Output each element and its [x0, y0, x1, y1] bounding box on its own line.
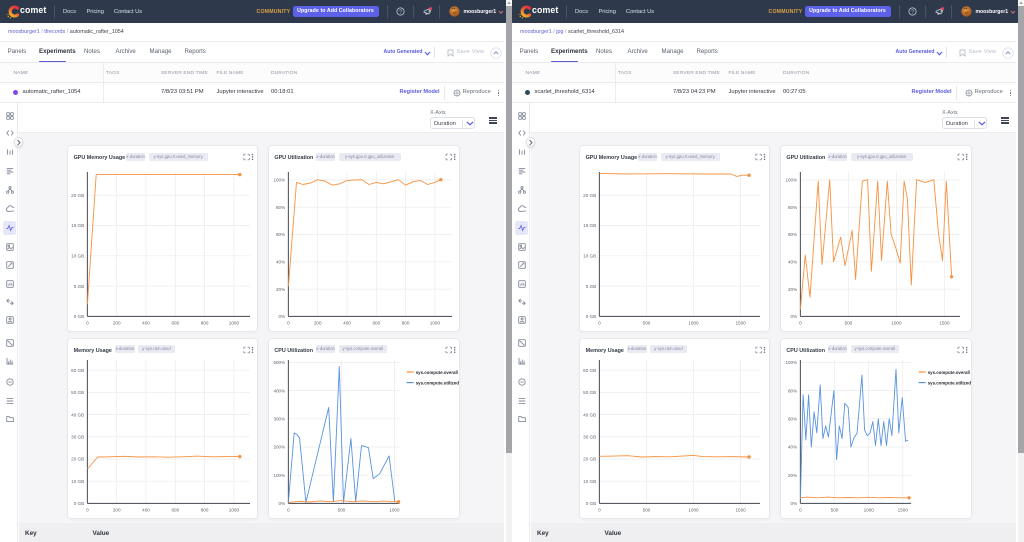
svg-text:20 GB: 20 GB	[583, 457, 596, 462]
svg-text:20 GB: 20 GB	[71, 457, 84, 462]
svg-text:0: 0	[287, 508, 290, 513]
svg-text:0: 0	[287, 321, 290, 326]
svg-text:sys.compute.overall: sys.compute.overall	[928, 370, 970, 375]
svg-text:sys.compute.utilized: sys.compute.utilized	[416, 381, 460, 386]
svg-text:80%: 80%	[276, 205, 285, 210]
svg-text:400: 400	[142, 321, 150, 326]
svg-text:600: 600	[172, 508, 180, 513]
svg-text:0 GB: 0 GB	[74, 501, 84, 506]
svg-text:40%: 40%	[788, 260, 797, 265]
svg-text:20%: 20%	[788, 473, 797, 478]
svg-text:500: 500	[338, 508, 346, 513]
svg-text:0: 0	[799, 321, 802, 326]
svg-text:0: 0	[598, 508, 601, 513]
svg-text:600: 600	[372, 321, 380, 326]
svg-text:1500: 1500	[898, 508, 909, 513]
svg-text:1000: 1000	[229, 508, 240, 513]
svg-text:sys.compute.overall: sys.compute.overall	[416, 370, 458, 375]
svg-text:40%: 40%	[276, 260, 285, 265]
svg-text:100%: 100%	[785, 360, 797, 365]
svg-text:1000: 1000	[229, 321, 240, 326]
svg-text:0 GB: 0 GB	[586, 501, 596, 506]
svg-text:40 GB: 40 GB	[583, 412, 596, 417]
svg-text:400: 400	[343, 321, 351, 326]
svg-text:100%: 100%	[785, 178, 797, 183]
svg-text:1000: 1000	[864, 508, 875, 513]
svg-text:1000: 1000	[689, 508, 700, 513]
svg-text:80%: 80%	[788, 388, 797, 393]
svg-text:0%: 0%	[279, 314, 286, 319]
svg-text:500%: 500%	[273, 360, 285, 365]
svg-text:30 GB: 30 GB	[71, 435, 84, 440]
svg-text:400%: 400%	[273, 388, 285, 393]
svg-text:60 GB: 60 GB	[71, 368, 84, 373]
svg-text:800: 800	[201, 508, 209, 513]
svg-text:?: ?	[911, 9, 914, 15]
svg-text:500: 500	[845, 321, 853, 326]
svg-text:15 GB: 15 GB	[71, 224, 84, 229]
svg-text:800: 800	[201, 321, 209, 326]
svg-text:1500: 1500	[736, 508, 747, 513]
svg-text:0: 0	[86, 321, 89, 326]
svg-text:1000: 1000	[891, 321, 902, 326]
svg-text:20 GB: 20 GB	[71, 193, 84, 198]
svg-text:200: 200	[113, 321, 121, 326]
svg-text:0%: 0%	[791, 501, 798, 506]
svg-text:1000: 1000	[389, 508, 400, 513]
svg-text:10 GB: 10 GB	[583, 479, 596, 484]
svg-text:?: ?	[399, 9, 402, 15]
svg-text:1500: 1500	[736, 321, 747, 326]
svg-text:0: 0	[598, 321, 601, 326]
svg-text:800: 800	[402, 321, 410, 326]
svg-text:20%: 20%	[788, 287, 797, 292]
svg-text:20 GB: 20 GB	[583, 193, 596, 198]
svg-text:10 GB: 10 GB	[71, 254, 84, 259]
svg-text:80%: 80%	[788, 205, 797, 210]
svg-text:400: 400	[142, 508, 150, 513]
svg-text:60 GB: 60 GB	[583, 368, 596, 373]
svg-text:10 GB: 10 GB	[71, 479, 84, 484]
svg-text:1000: 1000	[430, 321, 441, 326]
svg-text:5 GB: 5 GB	[74, 284, 84, 289]
svg-text:sys.compute.utilized: sys.compute.utilized	[928, 381, 972, 386]
svg-text:0 GB: 0 GB	[586, 314, 596, 319]
svg-text:1500: 1500	[939, 321, 950, 326]
svg-text:50 GB: 50 GB	[583, 390, 596, 395]
svg-text:60%: 60%	[788, 417, 797, 422]
svg-text:200: 200	[314, 321, 322, 326]
svg-text:10 GB: 10 GB	[583, 254, 596, 259]
svg-text:50 GB: 50 GB	[71, 390, 84, 395]
svg-text:0%: 0%	[279, 501, 286, 506]
svg-text:200: 200	[113, 508, 121, 513]
svg-text:500: 500	[831, 508, 839, 513]
svg-text:0: 0	[86, 508, 89, 513]
svg-text:1000: 1000	[689, 321, 700, 326]
svg-text:500: 500	[643, 508, 651, 513]
svg-text:60%: 60%	[276, 233, 285, 238]
svg-text:100%: 100%	[273, 178, 285, 183]
svg-text:15 GB: 15 GB	[583, 224, 596, 229]
svg-text:5 GB: 5 GB	[586, 284, 596, 289]
svg-text:500: 500	[643, 321, 651, 326]
svg-text:0%: 0%	[791, 314, 798, 319]
svg-text:0: 0	[799, 508, 802, 513]
svg-text:600: 600	[172, 321, 180, 326]
svg-text:20%: 20%	[276, 287, 285, 292]
svg-text:40%: 40%	[788, 445, 797, 450]
svg-text:60%: 60%	[788, 233, 797, 238]
svg-text:200%: 200%	[273, 445, 285, 450]
svg-text:300%: 300%	[273, 417, 285, 422]
svg-text:30 GB: 30 GB	[583, 435, 596, 440]
svg-text:100%: 100%	[273, 473, 285, 478]
svg-text:40 GB: 40 GB	[71, 412, 84, 417]
svg-text:0 GB: 0 GB	[74, 314, 84, 319]
